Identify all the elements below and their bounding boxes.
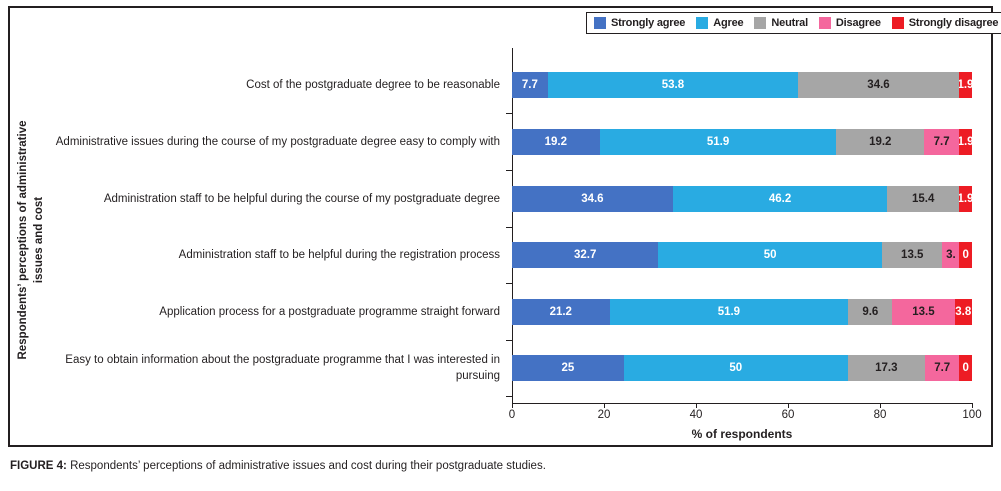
legend-item-label: Agree <box>713 16 744 29</box>
bar-segment: 19.2 <box>512 129 600 155</box>
bar-segment: 15.4 <box>887 186 959 212</box>
bar-segment: 0 <box>959 242 972 268</box>
legend-swatch-icon <box>594 17 606 29</box>
legend-item-label: Strongly agree <box>611 16 686 29</box>
legend-swatch-icon <box>754 17 767 29</box>
y-axis-tick-mark <box>506 283 512 284</box>
legend-item[interactable]: Neutral <box>754 17 808 29</box>
bar-segment: 25 <box>512 355 624 381</box>
bar-segment: 1.9 <box>958 186 972 212</box>
bar-segment: 9.6 <box>848 299 893 325</box>
bar-segment: 13.5 <box>892 299 955 325</box>
legend-item-label: Neutral <box>771 16 808 29</box>
bar-segment: 1.9 <box>958 72 972 98</box>
legend-item-label: Disagree <box>835 16 881 29</box>
bar-segment: 0 <box>959 355 972 381</box>
category-label: Application process for a postgraduate p… <box>159 306 500 318</box>
bar-segment: 34.6 <box>798 72 959 98</box>
legend-item[interactable]: Strongly disagree <box>891 16 999 29</box>
bar-segment: 46.2 <box>672 186 888 212</box>
x-axis-tick-mark <box>512 403 513 408</box>
bar-row: 32.7 50 13.5 3. 0 <box>512 242 972 268</box>
x-axis-line <box>512 403 972 404</box>
x-axis-tick-mark <box>972 403 973 408</box>
figure-caption-text: Respondents’ perceptions of administrati… <box>70 460 546 472</box>
bar-segment: 7.7 <box>924 129 960 155</box>
legend-item-label: Strongly disagree <box>908 16 999 29</box>
bar-segment: 3. <box>942 242 960 268</box>
category-label: Administration staff to be helpful durin… <box>103 193 500 205</box>
x-axis-tick-mark <box>880 403 881 408</box>
legend-item[interactable]: Agree <box>696 16 744 29</box>
bar-row: 34.6 46.2 15.4 1.9 <box>512 186 972 212</box>
figure-caption: FIGURE 4: Respondents’ perceptions of ad… <box>10 459 980 474</box>
y-axis-tick-mark <box>506 227 512 228</box>
x-axis-title: % of respondents <box>691 427 793 441</box>
category-label: Easy to obtain information about the pos… <box>65 354 500 383</box>
x-axis-tick-label: 60 <box>781 409 795 421</box>
category-label: Administrative issues during the course … <box>55 136 500 148</box>
x-axis-tick-label: 40 <box>689 409 703 421</box>
bar-segment: 21.2 <box>512 299 610 325</box>
x-axis-tick-label: 80 <box>873 409 887 421</box>
bar-segment: 50 <box>623 355 848 381</box>
legend-item[interactable]: Strongly agree <box>594 17 685 29</box>
y-axis-tick-mark <box>506 396 512 397</box>
figure-caption-prefix: FIGURE 4: <box>10 460 67 472</box>
chart-legend: Strongly agree Agree Neutral Disagree Strong… <box>586 12 1001 34</box>
bar-row: 7.7 53.8 34.6 1.9 <box>512 72 972 98</box>
category-label: Cost of the postgraduate degree to be re… <box>246 79 500 91</box>
bar-row: 25 50 17.3 7.7 0 <box>512 355 972 381</box>
bar-segment: 17.3 <box>847 355 925 381</box>
x-axis-tick-mark <box>604 403 605 408</box>
legend-swatch-icon <box>696 17 709 29</box>
legend-swatch-icon <box>818 17 831 29</box>
bar-segment: 51.9 <box>609 299 849 325</box>
y-axis-tick-mark <box>506 340 512 341</box>
x-axis-tick-label: 0 <box>508 409 516 421</box>
legend-swatch-icon <box>891 17 904 29</box>
bar-segment: 34.6 <box>512 186 673 212</box>
bar-segment: 19.2 <box>836 129 925 155</box>
bar-segment: 3.8 <box>954 299 972 325</box>
legend-item[interactable]: Disagree <box>818 16 881 29</box>
x-axis-tick-mark <box>788 403 789 408</box>
x-axis-tick-label: 20 <box>597 409 611 421</box>
plot-area <box>512 48 972 403</box>
bar-segment: 50 <box>658 242 883 268</box>
bar-segment: 13.5 <box>882 242 943 268</box>
x-axis-tick-label: 100 <box>962 409 982 421</box>
bar-segment: 32.7 <box>512 242 659 268</box>
bar-segment: 7.7 <box>925 355 960 381</box>
bar-segment: 51.9 <box>599 129 837 155</box>
y-axis-title: Respondents’ perceptions of administrati… <box>17 120 45 360</box>
y-axis-tick-mark <box>506 170 512 171</box>
bar-segment: 7.7 <box>512 72 548 98</box>
category-label: Administration staff to be helpful durin… <box>178 249 500 261</box>
bar-segment: 1.9 <box>959 129 972 155</box>
category-labels: Cost of the postgraduate degree to be re… <box>46 48 506 403</box>
bar-row: 21.2 51.9 9.6 13.5 3.8 <box>512 299 972 325</box>
bar-segment: 53.8 <box>547 72 799 98</box>
bar-row: 19.2 51.9 19.2 7.7 1.9 <box>512 129 972 155</box>
y-axis-tick-mark <box>506 113 512 114</box>
x-axis-tick-mark <box>696 403 697 408</box>
bar-series-group: 7.7 53.8 34.6 1.9 19.2 51.9 19.2 7.7 1.9 34.6 46.2… <box>512 48 972 403</box>
